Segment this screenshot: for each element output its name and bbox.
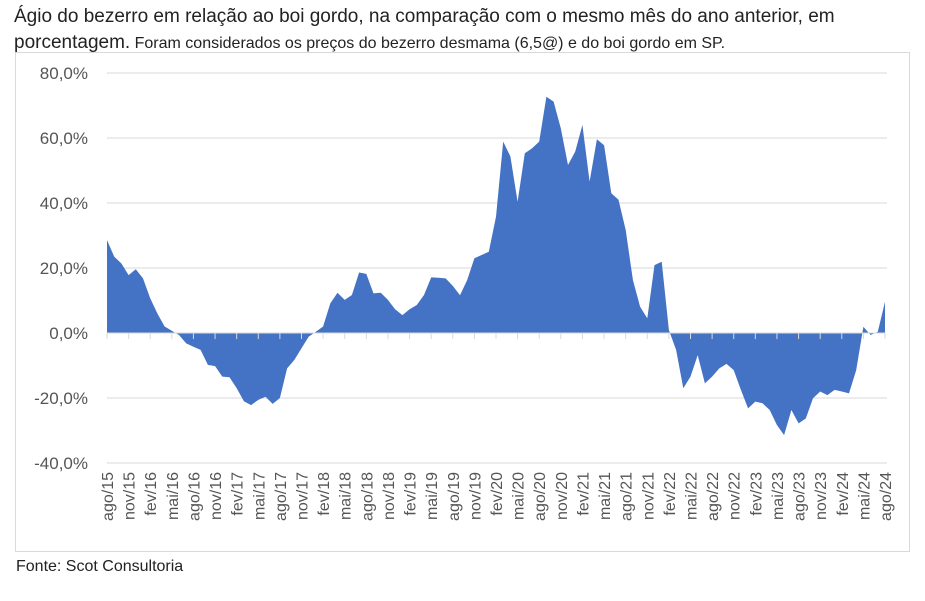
title-line-2a: porcentagem. bbox=[14, 32, 131, 53]
x-tick-label: nov/22 bbox=[727, 472, 744, 520]
x-tick-label: nov/17 bbox=[295, 472, 312, 520]
x-tick-label: ago/18 bbox=[359, 472, 376, 521]
x-tick-label: fev/17 bbox=[230, 472, 247, 516]
x-tick-label: fev/16 bbox=[143, 472, 160, 516]
x-tick-label: nov/23 bbox=[813, 472, 830, 520]
area-series bbox=[107, 96, 885, 436]
x-tick-label: nov/20 bbox=[554, 472, 571, 520]
x-tick-label: nov/16 bbox=[208, 472, 225, 520]
x-tick-label: mai/24 bbox=[856, 472, 873, 520]
y-tick-label: 60,0% bbox=[40, 129, 88, 148]
x-tick-label: ago/17 bbox=[273, 472, 290, 521]
y-tick-label: 0,0% bbox=[49, 324, 88, 343]
x-tick-label: ago/16 bbox=[186, 472, 203, 521]
y-tick-label: -20,0% bbox=[34, 389, 88, 408]
x-tick-label: fev/21 bbox=[575, 472, 592, 516]
y-tick-label: 80,0% bbox=[40, 64, 88, 83]
x-tick-label: ago/20 bbox=[532, 472, 549, 521]
x-tick-label: mai/18 bbox=[338, 472, 355, 520]
y-tick-label: 40,0% bbox=[40, 194, 88, 213]
x-tick-label: ago/19 bbox=[446, 472, 463, 521]
x-tick-label: mai/16 bbox=[165, 472, 182, 520]
x-tick-label: nov/15 bbox=[122, 472, 139, 520]
title-line-1: Ágio do bezerro em relação ao boi gordo,… bbox=[14, 6, 835, 27]
x-tick-label: fev/20 bbox=[489, 472, 506, 516]
chart-frame bbox=[15, 52, 910, 552]
x-tick-label: fev/24 bbox=[835, 472, 852, 516]
x-tick-label: nov/21 bbox=[640, 472, 657, 520]
x-tick-label: mai/17 bbox=[251, 472, 268, 520]
chart-title: Ágio do bezerro em relação ao boi gordo,… bbox=[14, 4, 919, 57]
x-tick-label: mai/22 bbox=[684, 472, 701, 520]
x-tick-label: mai/21 bbox=[597, 472, 614, 520]
title-line-2b: Foram considerados os preços do bezerro … bbox=[130, 35, 726, 52]
x-tick-label: ago/15 bbox=[100, 472, 117, 521]
source-note: Fonte: Scot Consultoria bbox=[16, 558, 184, 575]
x-tick-label: ago/22 bbox=[705, 472, 722, 521]
x-tick-label: fev/23 bbox=[748, 472, 765, 516]
y-tick-label: 20,0% bbox=[40, 259, 88, 278]
x-tick-label: nov/18 bbox=[381, 472, 398, 520]
x-tick-label: fev/18 bbox=[316, 472, 333, 516]
y-tick-label: -40,0% bbox=[34, 454, 88, 473]
x-tick-label: mai/20 bbox=[511, 472, 528, 520]
x-tick-label: mai/19 bbox=[424, 472, 441, 520]
x-tick-label: ago/21 bbox=[619, 472, 636, 521]
x-tick-label: mai/23 bbox=[770, 472, 787, 520]
x-tick-label: nov/19 bbox=[467, 472, 484, 520]
x-tick-label: fev/19 bbox=[403, 472, 420, 516]
x-tick-label: fev/22 bbox=[662, 472, 679, 516]
x-tick-label: ago/24 bbox=[878, 472, 895, 521]
x-tick-label: ago/23 bbox=[792, 472, 809, 521]
